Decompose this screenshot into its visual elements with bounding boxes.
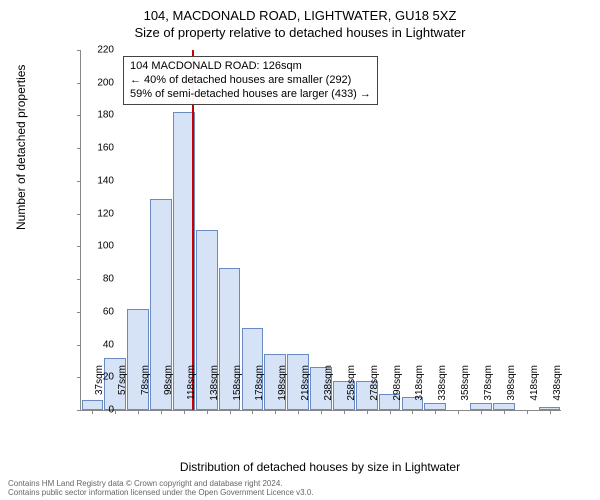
- ytick-label: 180: [84, 110, 114, 121]
- xtick-mark: [161, 410, 162, 414]
- xtick-label: 98sqm: [163, 365, 174, 415]
- xtick-mark: [367, 410, 368, 414]
- xtick-mark: [184, 410, 185, 414]
- xtick-mark: [344, 410, 345, 414]
- y-axis-label: Number of detached properties: [14, 65, 28, 230]
- xtick-label: 57sqm: [117, 365, 128, 415]
- ytick-mark: [77, 377, 81, 378]
- xtick-label: 438sqm: [552, 365, 563, 415]
- annotation-box: 104 MACDONALD ROAD: 126sqm ← 40% of deta…: [123, 56, 378, 105]
- chart-title: 104, MACDONALD ROAD, LIGHTWATER, GU18 5X…: [0, 0, 600, 42]
- xtick-mark: [527, 410, 528, 414]
- title-line1: 104, MACDONALD ROAD, LIGHTWATER, GU18 5X…: [0, 8, 600, 25]
- ytick-label: 140: [84, 175, 114, 186]
- ytick-mark: [77, 50, 81, 51]
- ytick-mark: [77, 410, 81, 411]
- xtick-label: 158sqm: [232, 365, 243, 415]
- annotation-line3: 59% of semi-detached houses are larger (…: [130, 88, 371, 102]
- xtick-mark: [298, 410, 299, 414]
- xtick-label: 378sqm: [483, 365, 494, 415]
- chart-area: 104 MACDONALD ROAD: 126sqm ← 40% of deta…: [80, 50, 560, 410]
- ytick-label: 60: [84, 306, 114, 317]
- xtick-mark: [458, 410, 459, 414]
- ytick-label: 80: [84, 274, 114, 285]
- xtick-mark: [207, 410, 208, 414]
- ytick-mark: [77, 279, 81, 280]
- xtick-label: 118sqm: [186, 365, 197, 415]
- xtick-label: 198sqm: [277, 365, 288, 415]
- ytick-mark: [77, 214, 81, 215]
- xtick-label: 238sqm: [323, 365, 334, 415]
- footer-line2: Contains public sector information licen…: [8, 489, 314, 498]
- ytick-mark: [77, 83, 81, 84]
- ytick-mark: [77, 115, 81, 116]
- ytick-label: 160: [84, 143, 114, 154]
- xtick-label: 338sqm: [437, 365, 448, 415]
- xtick-mark: [390, 410, 391, 414]
- ytick-label: 100: [84, 241, 114, 252]
- xtick-mark: [550, 410, 551, 414]
- xtick-label: 138sqm: [209, 365, 220, 415]
- xtick-label: 78sqm: [140, 365, 151, 415]
- xtick-mark: [230, 410, 231, 414]
- xtick-label: 318sqm: [414, 365, 425, 415]
- xtick-mark: [321, 410, 322, 414]
- xtick-label: 298sqm: [392, 365, 403, 415]
- xtick-label: 258sqm: [346, 365, 357, 415]
- ytick-mark: [77, 181, 81, 182]
- xtick-label: 278sqm: [369, 365, 380, 415]
- xtick-label: 218sqm: [300, 365, 311, 415]
- xtick-label: 37sqm: [94, 365, 105, 415]
- xtick-mark: [504, 410, 505, 414]
- xtick-label: 418sqm: [529, 365, 540, 415]
- ytick-mark: [77, 246, 81, 247]
- footer-attribution: Contains HM Land Registry data © Crown c…: [8, 480, 314, 498]
- ytick-label: 40: [84, 339, 114, 350]
- annotation-line1: 104 MACDONALD ROAD: 126sqm: [130, 60, 371, 74]
- ytick-label: 220: [84, 45, 114, 56]
- ytick-mark: [77, 312, 81, 313]
- xtick-mark: [138, 410, 139, 414]
- ytick-mark: [77, 345, 81, 346]
- xtick-label: 398sqm: [506, 365, 517, 415]
- ytick-label: 200: [84, 77, 114, 88]
- x-axis-label: Distribution of detached houses by size …: [80, 460, 560, 474]
- ytick-mark: [77, 148, 81, 149]
- xtick-mark: [481, 410, 482, 414]
- xtick-label: 358sqm: [460, 365, 471, 415]
- ytick-label: 120: [84, 208, 114, 219]
- annotation-line2: ← 40% of detached houses are smaller (29…: [130, 74, 371, 88]
- xtick-label: 178sqm: [254, 365, 265, 415]
- title-line2: Size of property relative to detached ho…: [0, 25, 600, 42]
